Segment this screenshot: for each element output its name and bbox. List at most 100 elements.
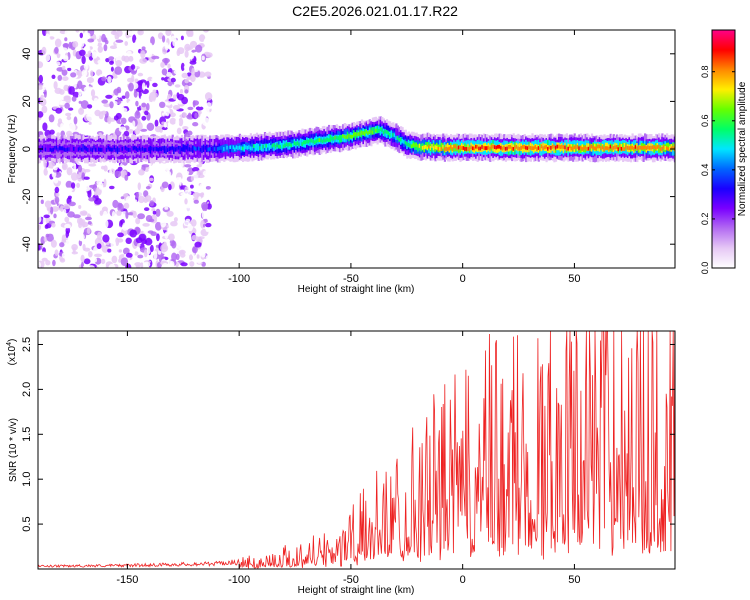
spectrogram-noise-cell <box>605 165 609 169</box>
spectrogram-noise-cell <box>98 181 104 190</box>
spectrogram-noise-cell <box>397 206 401 210</box>
spectrogram-ridge-cell <box>141 146 144 151</box>
spectrogram-noise-cell <box>150 101 156 108</box>
spectrogram-y-tick-label: -40 <box>21 236 33 252</box>
spectrogram-ridge-cell <box>212 147 215 152</box>
spectrogram-ridge-cell <box>270 145 273 149</box>
spectrogram-ridge-cell <box>232 145 235 150</box>
spectrogram-noise-cell <box>261 115 265 119</box>
spectrogram-ridge-cell <box>295 141 298 146</box>
spectrogram-noise-cell <box>382 158 386 162</box>
spectrogram-noise-cell <box>63 203 71 210</box>
spectrogram-noise-cell <box>137 72 144 77</box>
spectrogram-noise-cell <box>151 55 160 60</box>
spectrogram-noise-cell <box>217 80 221 84</box>
spectrogram-ridge-cell <box>209 147 212 151</box>
snr-y-label: SNR (10 * v/v) <box>8 418 19 482</box>
spectrogram-ridge-cell <box>384 129 387 134</box>
spectrogram-noise-cell <box>300 160 304 164</box>
spectrogram-noise-cell <box>190 73 196 83</box>
spectrogram-ridge-cell <box>48 145 51 150</box>
spectrogram-noise-cell <box>60 205 64 212</box>
spectrogram-noise-cell <box>482 75 486 79</box>
spectrogram-noise-cell <box>51 206 59 212</box>
spectrogram-noise-cell <box>155 196 163 202</box>
spectrogram-noise-cell <box>138 233 147 241</box>
spectrogram-noise-cell <box>517 198 521 202</box>
spectrogram-noise-cell <box>72 131 80 136</box>
spectrogram-noise-cell <box>161 126 168 131</box>
spectrogram-ridge-cell <box>529 146 532 150</box>
spectrogram-noise-cell <box>144 110 149 116</box>
spectrogram-noise-cell <box>117 203 124 213</box>
spectrogram-noise-cell <box>160 218 167 228</box>
spectrogram-ridge-cell <box>357 132 360 136</box>
spectrogram-x-label: Height of straight line (km) <box>298 284 415 295</box>
spectrogram-ridge-cell <box>58 146 62 150</box>
spectrogram-noise-cell <box>98 132 102 137</box>
spectrogram-ridge-cell <box>257 144 260 149</box>
spectrogram-noise-cell <box>53 213 57 219</box>
spectrogram-noise-cell <box>132 210 137 219</box>
spectrogram-ridge-cell <box>359 131 362 136</box>
spectrogram-noise-cell <box>115 112 122 119</box>
spectrogram-ridge-cell <box>119 146 123 150</box>
spectrogram-ridge-cell <box>390 133 393 138</box>
spectrogram-ridge-cell <box>204 145 207 150</box>
spectrogram-ridge-cell <box>342 134 345 142</box>
spectrogram-noise-cell <box>166 210 174 217</box>
spectrogram-ridge-cell <box>465 147 468 151</box>
spectrogram-noise-cell <box>185 218 191 223</box>
spectrogram-noise-cell <box>186 46 193 50</box>
spectrogram-noise-cell <box>365 67 369 71</box>
spectrogram-noise-cell <box>61 251 70 259</box>
colorbar-tick-label: 0.2 <box>700 213 710 226</box>
spectrogram-ridge-cell <box>80 143 83 152</box>
spectrogram-noise-cell <box>243 65 247 69</box>
spectrogram-ridge-cell <box>431 144 434 148</box>
spectrogram-noise-cell <box>146 80 150 89</box>
spectrogram-noise-cell <box>604 257 608 261</box>
spectrogram-ridge-cell <box>586 147 589 151</box>
spectrogram-noise-cell <box>74 196 79 200</box>
spectrogram-ridge-cell <box>353 133 356 137</box>
spectrogram-noise-cell <box>80 39 85 48</box>
spectrogram-ridge-cell <box>536 147 539 151</box>
spectrogram-ridge-cell <box>260 145 263 150</box>
spectrogram-ridge-cell <box>112 147 115 152</box>
spectrogram-noise-cell <box>155 221 162 231</box>
spectrogram-ridge-cell <box>403 139 406 144</box>
spectrogram-noise-cell <box>154 119 159 128</box>
spectrogram-noise-cell <box>161 112 168 116</box>
spectrogram-noise-cell <box>142 175 149 180</box>
spectrogram-noise-cell <box>124 91 130 99</box>
spectrogram-noise-cell <box>157 180 161 188</box>
spectrogram-noise-cell <box>151 208 156 212</box>
spectrogram-noise-cell <box>67 67 72 72</box>
spectrogram-ridge-cell <box>69 147 73 152</box>
spectrogram-ridge-cell <box>526 146 529 151</box>
spectrogram-noise-cell <box>157 79 163 84</box>
spectrogram-ridge-cell <box>482 145 486 150</box>
spectrogram-noise-cell <box>128 55 134 62</box>
spectrogram-ridge-cell <box>601 145 604 150</box>
spectrogram-noise-cell <box>55 61 61 66</box>
spectrogram-ridge-cell <box>262 144 265 149</box>
spectrogram-noise-cell <box>306 258 310 262</box>
spectrogram-ridge-cell <box>637 145 640 150</box>
spectrogram-ridge-cell <box>603 147 606 151</box>
spectrogram-ridge-cell <box>421 145 425 150</box>
spectrogram-noise-cell <box>63 95 71 101</box>
spectrogram-noise-cell <box>109 185 115 190</box>
spectrogram-y-tick-label: -20 <box>21 189 33 205</box>
spectrogram-noise-cell <box>598 86 601 90</box>
spectrogram-ridge-cell <box>445 147 448 151</box>
spectrogram-noise-cell <box>54 186 60 194</box>
spectrogram-noise-cell <box>488 224 492 228</box>
spectrogram-noise-cell <box>175 253 180 260</box>
spectrogram-ridge-cell <box>224 147 227 151</box>
spectrogram-ridge-cell <box>79 146 82 151</box>
spectrogram-ridge-cell <box>343 134 346 139</box>
spectrogram-noise-cell <box>666 227 670 231</box>
spectrogram-noise-cell <box>93 39 99 47</box>
